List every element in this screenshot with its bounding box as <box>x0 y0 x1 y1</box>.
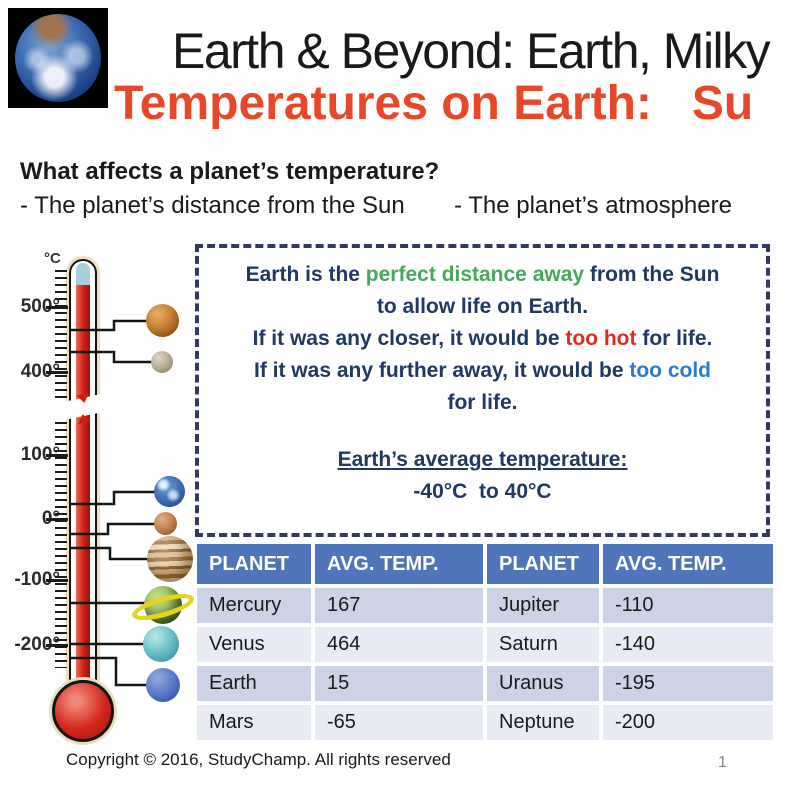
table-cell: 167 <box>315 588 483 623</box>
table-header-cell: AVG. TEMP. <box>603 544 773 584</box>
info-line-5: for life. <box>447 391 518 414</box>
scale-label-400: 400° <box>20 361 60 382</box>
earth-icon <box>154 476 185 507</box>
jupiter-icon <box>147 536 193 582</box>
celsius-unit-label: °C <box>44 250 61 267</box>
avg-temperature-value: -40°C to 40°C <box>413 480 552 503</box>
table-cell: Saturn <box>487 627 599 662</box>
venus-icon <box>146 304 179 337</box>
table-cell: -140 <box>603 627 773 662</box>
copyright-text: Copyright © 2016, StudyChamp. All rights… <box>66 750 451 769</box>
question-heading: What affects a planet’s temperature? <box>20 158 440 185</box>
table-cell: Mars <box>197 705 311 740</box>
major-tick <box>46 518 68 521</box>
table-cell: Venus <box>197 627 311 662</box>
neptune-icon <box>146 668 180 702</box>
table-cell: -110 <box>603 588 773 623</box>
thermometer-mercury-column <box>76 280 90 704</box>
planet-table: PLANET AVG. TEMP. PLANET AVG. TEMP. Merc… <box>197 544 773 740</box>
scale-label-neg200: -200° <box>14 634 60 655</box>
table-cell: 464 <box>315 627 483 662</box>
saturn-icon <box>144 586 182 624</box>
table-cell: Uranus <box>487 666 599 701</box>
uranus-icon <box>143 626 179 662</box>
major-tick <box>46 306 68 309</box>
table-cell: -200 <box>603 705 773 740</box>
table-cell: 15 <box>315 666 483 701</box>
table-header-cell: PLANET <box>487 544 599 584</box>
info-text: If it was any closer, it would be <box>252 327 566 350</box>
page-subtitle: Temperatures on Earth: Su <box>114 77 754 130</box>
scale-ticks-lower <box>55 422 67 668</box>
info-highlight-green: perfect distance away <box>365 263 585 286</box>
info-text: Earth is the <box>245 263 366 286</box>
mercury-icon <box>151 351 173 373</box>
mars-icon <box>154 512 177 535</box>
logo <box>8 8 108 108</box>
info-text: from the Sun <box>584 263 720 286</box>
major-tick <box>46 644 68 647</box>
scale-ticks-upper <box>55 270 67 398</box>
info-line-1: Earth is the perfect distance away from … <box>199 259 766 291</box>
page-number: 1 <box>718 754 727 771</box>
info-text: for life. <box>636 327 713 350</box>
major-tick <box>46 579 68 582</box>
info-highlight-red: too hot <box>565 327 637 350</box>
table-cell: Neptune <box>487 705 599 740</box>
table-header-cell: PLANET <box>197 544 311 584</box>
info-line-4: If it was any further away, it would be … <box>199 355 766 387</box>
major-tick <box>46 454 68 457</box>
info-text: If it was any further away, it would be <box>253 359 630 382</box>
table-header-cell: AVG. TEMP. <box>315 544 483 584</box>
thermometer-tube-top <box>76 263 90 285</box>
earth-photo-icon <box>15 14 101 102</box>
scale-label-neg100: -100° <box>14 569 60 590</box>
avg-temperature-heading: Earth’s average temperature: <box>337 448 628 471</box>
table-cell: Earth <box>197 666 311 701</box>
table-cell: -195 <box>603 666 773 701</box>
table-cell: Mercury <box>197 588 311 623</box>
major-tick <box>46 371 68 374</box>
info-line-3: If it was any closer, it would be too ho… <box>199 323 766 355</box>
scale-label-100: 100° <box>20 444 60 465</box>
info-highlight-blue: too cold <box>629 359 711 382</box>
table-cell: Jupiter <box>487 588 599 623</box>
question-item-distance: - The planet’s distance from the Sun <box>20 192 405 219</box>
thermometer-bulb <box>52 680 114 742</box>
scale-label-500: 500° <box>20 296 60 317</box>
info-line-2: to allow life on Earth. <box>376 295 589 318</box>
page-title: Earth & Beyond: Earth, Milky <box>172 23 771 79</box>
question-item-atmosphere: - The planet’s atmosphere <box>454 192 732 219</box>
table-cell: -65 <box>315 705 483 740</box>
info-box: Earth is the perfect distance away from … <box>195 244 770 537</box>
